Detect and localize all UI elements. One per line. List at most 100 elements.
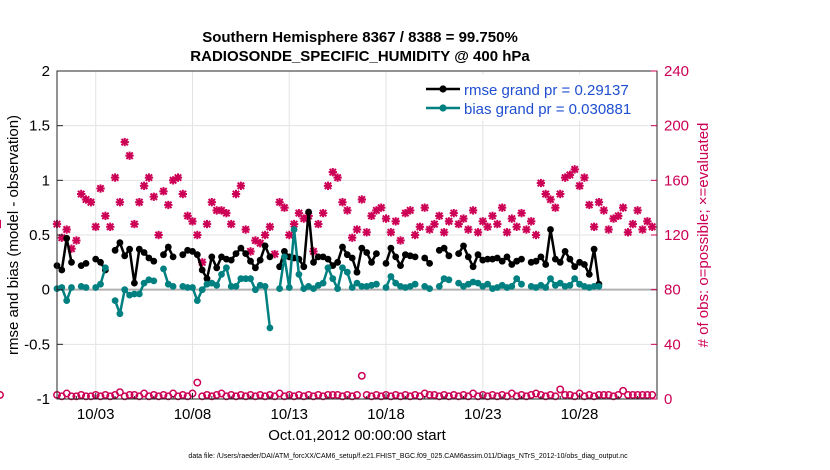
series-point	[484, 280, 491, 288]
obs-evaluated-marker	[362, 228, 371, 237]
series-point	[508, 261, 516, 268]
series-point	[310, 285, 317, 292]
obs-evaluated-marker	[149, 192, 158, 201]
obs-evaluated-marker	[314, 219, 323, 229]
legend-box	[422, 75, 654, 121]
series-point	[97, 280, 104, 288]
series-point	[484, 255, 491, 263]
obs-evaluated-marker	[531, 230, 541, 240]
series-point	[97, 258, 104, 266]
obs-evaluated-marker	[488, 211, 497, 220]
obs-possible-marker	[203, 390, 211, 399]
obs-possible-marker	[643, 390, 652, 399]
obs-possible-marker	[488, 390, 497, 399]
obs-evaluated-marker	[110, 173, 120, 182]
obs-evaluated-marker	[594, 198, 604, 207]
series-point	[595, 283, 603, 290]
legend: rmse grand pr = 0.29137 bias grand pr = …	[422, 75, 654, 121]
obs-possible-marker	[619, 386, 628, 395]
series-point	[208, 253, 216, 261]
obs-evaluated-marker	[391, 217, 400, 226]
series-point	[585, 271, 593, 278]
obs-evaluated-marker	[285, 230, 294, 240]
series-point	[590, 283, 598, 290]
series-point	[348, 284, 356, 291]
series-point	[189, 248, 196, 255]
series-point	[266, 253, 274, 261]
obs-possible-marker	[178, 390, 187, 399]
obs-evaluated-marker	[386, 228, 395, 237]
series-point	[556, 258, 564, 266]
series-point	[261, 283, 269, 290]
rmse-bias-series	[53, 208, 603, 332]
series-point	[339, 243, 346, 251]
series-point	[392, 253, 400, 261]
series-point	[464, 253, 472, 261]
series-point	[411, 280, 419, 288]
axes-ticks: 10/03 10/08 10/13 10/18 10/23 10/28 -1 -0.5 0 0.5…	[24, 63, 689, 423]
obs-evaluated-marker	[280, 203, 289, 212]
y-right-tick-label: 120	[664, 227, 689, 244]
obs-evaluated-marker	[580, 173, 589, 182]
series-point	[537, 253, 545, 261]
obs-possible-marker	[357, 371, 366, 380]
obs-evaluated-marker	[338, 198, 347, 207]
x-tick-label: 10/23	[464, 406, 502, 423]
y-right-tick-label: 40	[664, 336, 681, 353]
series-point	[445, 276, 453, 284]
series-point	[382, 260, 390, 267]
series-point	[571, 263, 579, 271]
obs-possible-marker	[372, 390, 381, 399]
obs-evaluated-marker	[96, 184, 105, 193]
series-point	[121, 252, 129, 260]
series-point	[169, 253, 177, 261]
series-point	[198, 266, 206, 274]
obs-evaluated-marker	[154, 230, 163, 240]
series-point	[469, 263, 477, 271]
series-point	[397, 262, 404, 269]
series-point	[232, 283, 240, 290]
x-tick-label: 10/08	[174, 406, 212, 423]
series-point	[131, 290, 138, 298]
series-point	[411, 253, 419, 261]
obs-evaluated-marker	[270, 250, 279, 259]
obs-evaluated-marker	[164, 200, 173, 210]
series-point	[305, 208, 312, 216]
obs-evaluated-marker	[604, 225, 613, 234]
series-point	[218, 271, 225, 278]
obs-evaluated-marker	[614, 211, 623, 220]
series-point	[440, 244, 448, 252]
obs-possible-marker	[411, 390, 420, 399]
series-point	[266, 324, 274, 332]
series-point	[426, 285, 433, 292]
series-point	[116, 239, 124, 247]
series-point	[503, 253, 511, 261]
obs-evaluated-marker	[648, 222, 657, 231]
obs-evaluated-marker	[425, 225, 434, 234]
y-left-tick-label: 1.5	[29, 118, 50, 135]
series-point	[193, 251, 201, 259]
series-point	[193, 297, 201, 304]
obs-possible-marker	[294, 390, 303, 399]
obs-evaluated-marker	[227, 219, 236, 229]
obs-possible-marker	[391, 390, 400, 399]
obs-evaluated-marker	[357, 195, 366, 204]
obs-evaluated-marker	[570, 165, 579, 174]
series-point	[285, 284, 293, 291]
obs-evaluated-marker	[585, 200, 594, 210]
obs-evaluated-marker	[193, 230, 202, 240]
obs-possible-marker	[115, 388, 124, 397]
series-point	[82, 284, 90, 291]
series-point	[252, 264, 259, 272]
series-point	[203, 275, 211, 283]
series-point	[111, 297, 119, 304]
series-point	[92, 284, 100, 291]
series-point	[140, 279, 148, 287]
obs-possible-marker	[212, 390, 221, 399]
obs-possible-marker	[430, 390, 439, 399]
obs-evaluated-marker	[536, 178, 545, 188]
chart-title: Southern Hemisphere 8367 / 8388 = 99.750…	[202, 29, 518, 46]
obs-evaluated-marker	[502, 228, 512, 237]
obs-evaluated-marker	[86, 198, 95, 207]
series-point	[252, 286, 259, 294]
